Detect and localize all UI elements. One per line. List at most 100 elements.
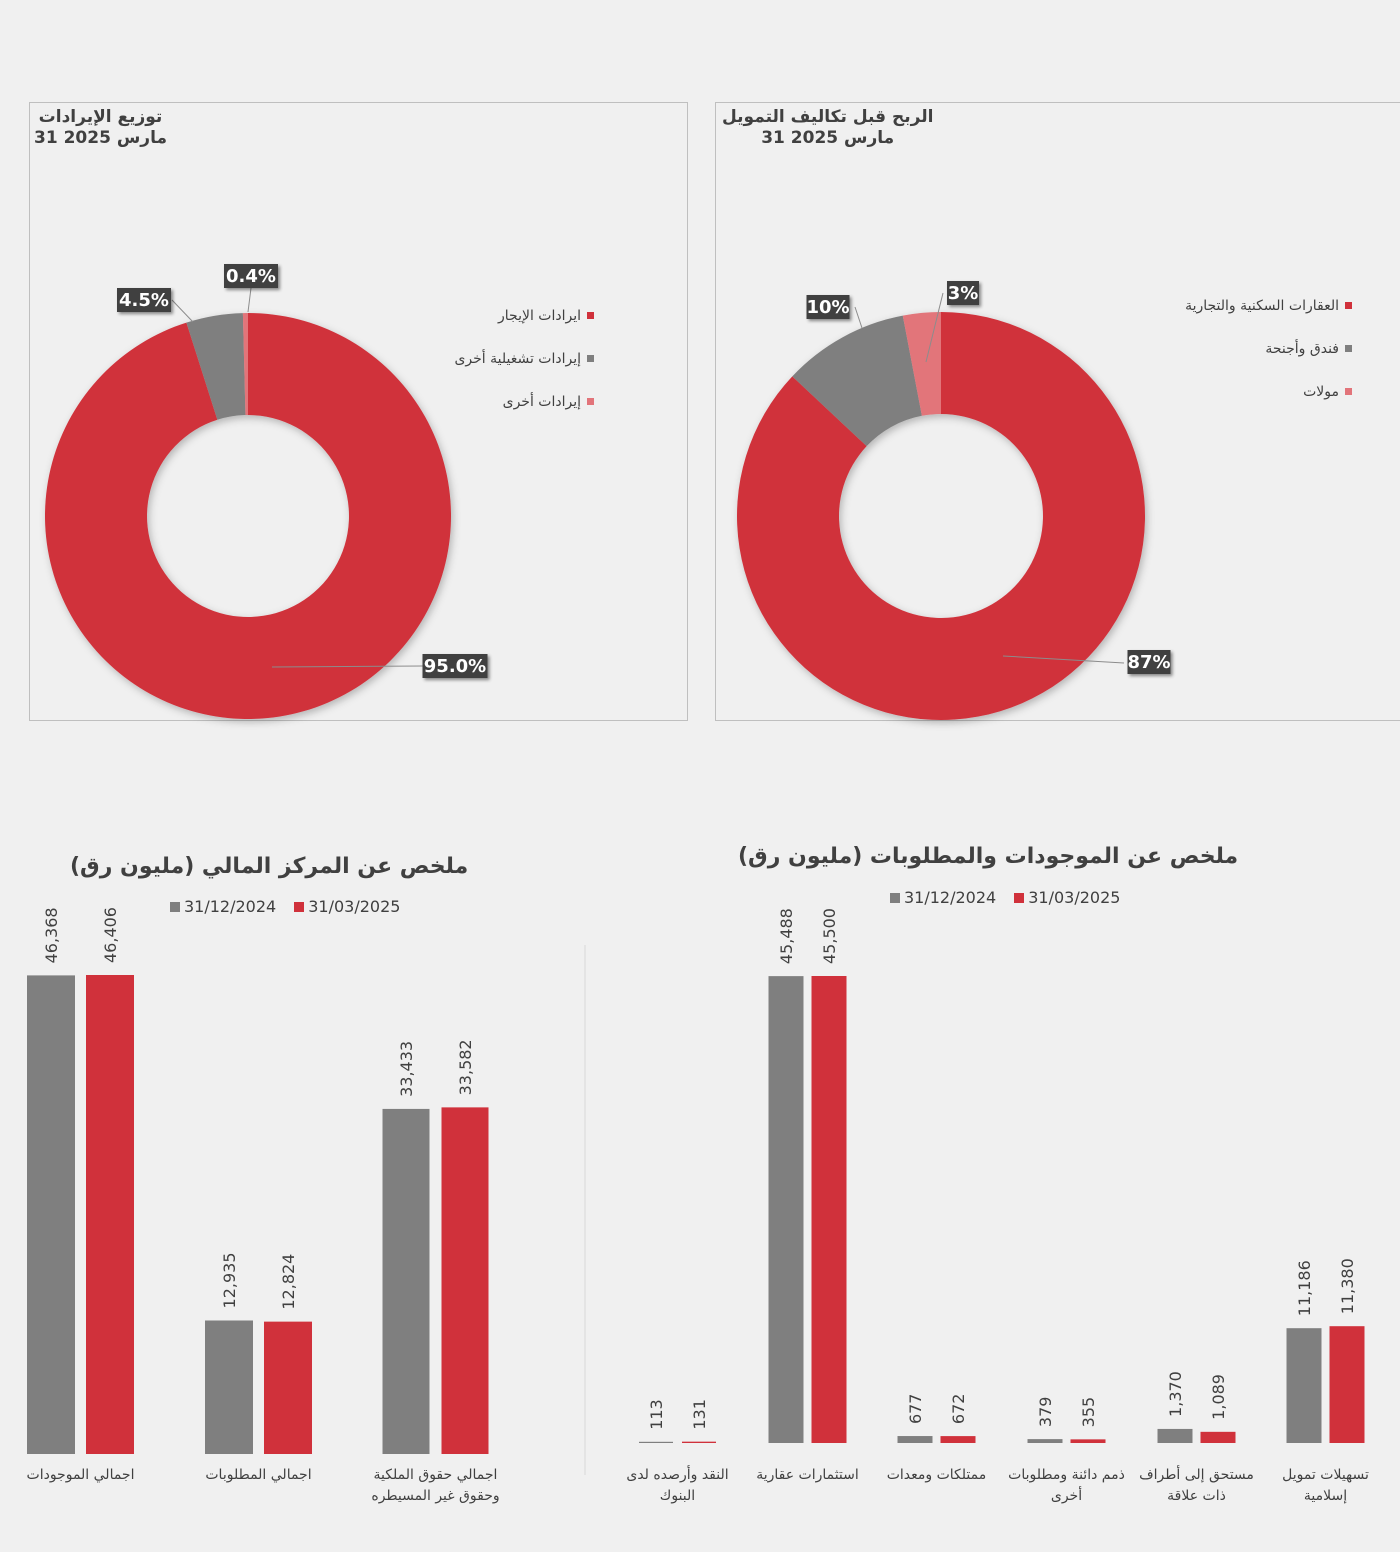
bar-value-label: 355 xyxy=(1079,1397,1098,1428)
data-label-box xyxy=(947,281,979,305)
profit-before-finance-panel xyxy=(715,102,1400,721)
bar-value-label: 379 xyxy=(1036,1397,1055,1428)
revenue-chart-subtitle: 31 مارس 2025 xyxy=(34,128,167,148)
leader-line xyxy=(1002,655,1125,664)
profit-legend: العقارات السكنية والتجارية فندق وأجنحة م… xyxy=(1185,284,1352,413)
bar xyxy=(86,975,134,1454)
bar xyxy=(1200,1431,1236,1443)
bar-chart-2: 113 131 النقد وأرصده لدى البنوك 45,488 45,500… xyxy=(626,908,1369,1504)
category-label: مستحق إلى أطراف xyxy=(1139,1465,1254,1483)
bar-value-label: 46,368 xyxy=(42,907,61,963)
bar xyxy=(1286,1328,1322,1443)
legend-item: العقارات السكنية والتجارية xyxy=(1185,284,1352,327)
financial-position-title: ملخص عن المركز المالي (مليون رق) xyxy=(70,854,469,879)
bar-value-label: 11,380 xyxy=(1338,1258,1357,1314)
bar-value-label: 1,089 xyxy=(1209,1374,1228,1420)
legend-label: إيرادات أخرى xyxy=(502,393,581,410)
legend-item: 31/03/2025 xyxy=(294,897,400,916)
legend-label: 31/12/2024 xyxy=(184,897,277,916)
revenue-legend: ايرادات الإيجار إيرادات تشغيلية أخرى إير… xyxy=(454,294,594,423)
bar-value-label: 46,406 xyxy=(101,907,120,963)
category-label: ذات علاقة xyxy=(1167,1488,1226,1504)
donut-slice xyxy=(736,312,1145,720)
legend-item: 31/12/2024 xyxy=(170,897,276,916)
bar-value-label: 113 xyxy=(647,1399,666,1430)
donut-slice xyxy=(242,313,248,416)
legend-label: فندق وأجنحة xyxy=(1265,340,1339,357)
bar xyxy=(639,1441,673,1443)
bar-value-label: 45,488 xyxy=(777,908,796,964)
data-label-box xyxy=(1127,650,1171,674)
legend-swatch xyxy=(170,901,180,912)
data-label: 4.5% xyxy=(119,290,169,311)
legend-swatch xyxy=(294,901,305,912)
revenue-chart-title: توزيع الإيرادات 31 مارس 2025 xyxy=(34,107,167,149)
bar-value-label: 45,500 xyxy=(820,908,839,964)
bar xyxy=(382,1108,430,1454)
donut-chart-2 xyxy=(736,312,1145,720)
legend-item: 31/03/2025 xyxy=(1014,888,1120,907)
legend-label: 31/03/2025 xyxy=(1028,888,1121,907)
legend-item: إيرادات أخرى xyxy=(454,380,594,423)
bar xyxy=(682,1441,716,1443)
legend-label: العقارات السكنية والتجارية xyxy=(1185,297,1339,314)
legend-label: 31/12/2024 xyxy=(904,888,997,907)
leader-line xyxy=(247,287,252,313)
legend-item: 31/12/2024 xyxy=(890,888,996,907)
bar xyxy=(940,1436,976,1443)
category-label: أخرى xyxy=(1051,1486,1082,1504)
bar-value-label: 131 xyxy=(690,1399,709,1430)
donut-chart-1 xyxy=(44,313,452,720)
legend-label: 31/03/2025 xyxy=(308,897,401,916)
category-label: اجمالي الموجودات xyxy=(27,1467,135,1483)
category-label: البنوك xyxy=(660,1488,695,1504)
legend-swatch xyxy=(587,355,594,362)
bar-value-label: 677 xyxy=(906,1394,925,1425)
bar xyxy=(205,1320,253,1454)
bar xyxy=(897,1436,933,1443)
bar-value-label: 11,186 xyxy=(1295,1260,1314,1316)
category-label: ذمم دائنة ومطلوبات xyxy=(1008,1467,1125,1483)
bar xyxy=(441,1107,489,1454)
profit-chart-title-line: الربح قبل تكاليف التمويل xyxy=(722,107,934,127)
legend-label: ايرادات الإيجار xyxy=(498,307,581,324)
data-label-box xyxy=(117,288,171,312)
donut-slice xyxy=(186,313,246,420)
legend-item: ايرادات الإيجار xyxy=(454,294,594,337)
assets-liabilities-title: ملخص عن الموجودات والمطلوبات (مليون رق) xyxy=(738,844,1239,869)
legend-label: إيرادات تشغيلية أخرى xyxy=(454,350,581,367)
category-label: وحقوق غير المسيطره xyxy=(371,1488,499,1504)
profit-chart-subtitle: 31 مارس 2025 xyxy=(761,128,895,148)
legend-swatch xyxy=(1345,388,1352,395)
donut-slice xyxy=(792,315,922,447)
revenue-chart-title-line: توزيع الإيرادات xyxy=(38,107,163,127)
leader-line xyxy=(925,292,944,363)
bar xyxy=(768,976,804,1443)
legend-item: فندق وأجنحة xyxy=(1185,327,1352,370)
bar-value-label: 672 xyxy=(949,1394,968,1425)
bar xyxy=(811,976,847,1443)
data-label-box xyxy=(806,295,850,319)
legend-item: إيرادات تشغيلية أخرى xyxy=(454,337,594,380)
leader-line xyxy=(854,306,863,329)
category-label: إسلامية xyxy=(1304,1488,1347,1504)
data-label: 95.0% xyxy=(424,656,486,677)
legend-swatch xyxy=(1345,345,1352,352)
legend-swatch xyxy=(587,398,594,405)
data-label: 10% xyxy=(806,297,849,318)
bar-value-label: 33,582 xyxy=(456,1039,475,1095)
data-label: 0.4% xyxy=(226,266,276,287)
assets-liabilities-legend: 31/12/2024 31/03/2025 xyxy=(890,888,1120,907)
category-label: ممتلكات ومعدات xyxy=(887,1467,987,1483)
financial-position-legend: 31/12/2024 31/03/2025 xyxy=(170,897,400,916)
bar xyxy=(1157,1428,1193,1443)
bar-value-label: 33,433 xyxy=(397,1041,416,1097)
leader-line xyxy=(271,665,424,668)
profit-chart-title: الربح قبل تكاليف التمويل 31 مارس 2025 xyxy=(722,107,933,149)
data-label-box xyxy=(224,264,278,288)
bar-value-label: 1,370 xyxy=(1166,1371,1185,1417)
legend-item: مولات xyxy=(1185,370,1352,413)
leader-line xyxy=(171,299,194,323)
bar-value-label: 12,935 xyxy=(220,1253,239,1309)
